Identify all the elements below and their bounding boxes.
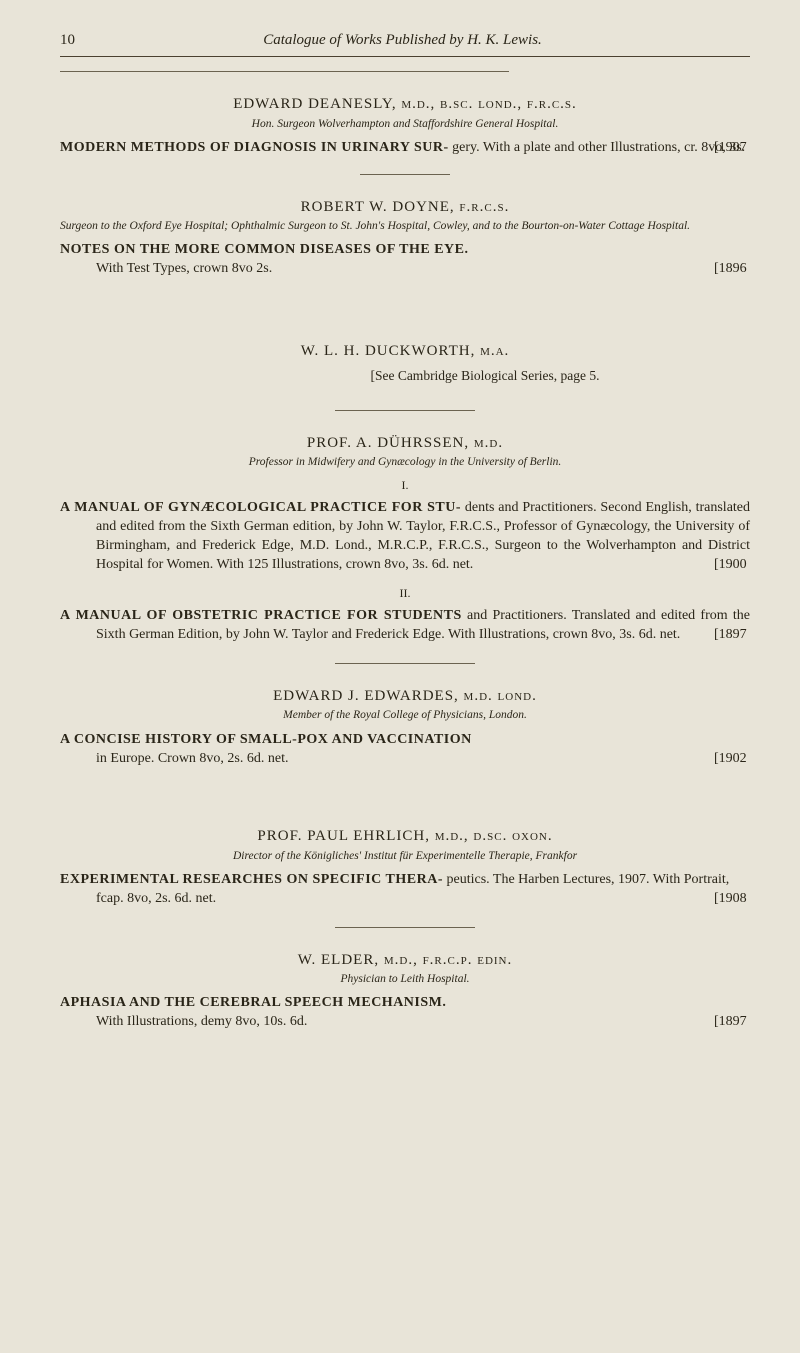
- catalogue-entry: APHASIA AND THE CEREBRAL SPEECH MECHANIS…: [60, 994, 750, 1032]
- author-name-deanesly: EDWARD DEANESLY, m.d., b.sc. lond., f.r.…: [60, 94, 750, 114]
- author-sub-doyne: Surgeon to the Oxford Eye Hospital; Opht…: [60, 219, 750, 233]
- see-note: [See Cambridge Biological Series, page 5…: [60, 367, 750, 385]
- section-rule: [335, 410, 475, 411]
- entry-title: MANUAL OF GYNÆCOLOGICAL PRACTICE FOR STU…: [74, 500, 461, 515]
- roman-numeral: II.: [60, 585, 750, 601]
- section-rule: [360, 174, 450, 175]
- author-sub-edwardes: Member of the Royal College of Physician…: [60, 708, 750, 722]
- entry-title: EXPERIMENTAL RESEARCHES ON SPECIFIC THER…: [60, 872, 443, 887]
- entry-body: With Test Types, crown 8vo 2s.: [96, 261, 272, 276]
- entry-body: gery. With a plate and other Illustratio…: [452, 140, 745, 155]
- catalogue-page: 10 Catalogue of Works Published by H. K.…: [0, 0, 800, 1082]
- running-header: 10 Catalogue of Works Published by H. K.…: [60, 30, 750, 50]
- section-rule: [335, 663, 475, 664]
- entry-title: APHASIA AND THE CEREBRAL SPEECH MECHANIS…: [60, 995, 446, 1010]
- page-number: 10: [60, 30, 75, 50]
- author-name-ehrlich: PROF. PAUL EHRLICH, m.d., d.sc. oxon.: [60, 826, 750, 846]
- author-sub-deanesly: Hon. Surgeon Wolverhampton and Staffords…: [60, 117, 750, 131]
- catalogue-entry: A CONCISE HISTORY OF SMALL-POX AND VACCI…: [60, 731, 750, 769]
- running-title: Catalogue of Works Published by H. K. Le…: [75, 30, 730, 50]
- author-sub-ehrlich: Director of the Königliches' Institut fü…: [60, 849, 750, 863]
- catalogue-entry: NOTES ON THE MORE COMMON DISEASES OF THE…: [60, 241, 750, 279]
- entry-title: MANUAL OF OBSTETRIC PRACTICE FOR STUDENT…: [76, 608, 462, 623]
- header-sub-rule: [60, 71, 509, 72]
- author-name-edwardes: EDWARD J. EDWARDES, m.d. lond.: [60, 686, 750, 706]
- entry-body: in Europe. Crown 8vo, 2s. 6d. net.: [96, 751, 288, 766]
- author-name-duckworth: W. L. H. DUCKWORTH, m.a.: [60, 341, 750, 361]
- roman-numeral: I.: [60, 477, 750, 493]
- author-name-elder: W. ELDER, m.d., f.r.c.p. edin.: [60, 950, 750, 970]
- entry-title: CONCISE HISTORY OF SMALL-POX AND VACCINA…: [74, 732, 472, 747]
- entry-prefix: A: [60, 500, 74, 515]
- author-name-doyne: ROBERT W. DOYNE, f.r.c.s.: [60, 197, 750, 217]
- catalogue-entry: A MANUAL OF GYNÆCOLOGICAL PRACTICE FOR S…: [60, 499, 750, 575]
- author-sub-elder: Physician to Leith Hospital.: [60, 972, 750, 986]
- entry-title: MODERN METHODS OF DIAGNOSIS IN URINARY S…: [60, 140, 449, 155]
- author-name-duhrssen: PROF. A. DÜHRSSEN, m.d.: [60, 433, 750, 453]
- author-sub-duhrssen: Professor in Midwifery and Gynæcology in…: [60, 455, 750, 469]
- entry-title: NOTES ON THE MORE COMMON DISEASES OF THE…: [60, 242, 468, 257]
- catalogue-entry: A MANUAL OF OBSTETRIC PRACTICE FOR STUDE…: [60, 607, 750, 645]
- entry-prefix: A: [60, 608, 76, 623]
- catalogue-entry: MODERN METHODS OF DIAGNOSIS IN URINARY S…: [60, 139, 750, 158]
- entry-body: With Illustrations, demy 8vo, 10s. 6d.: [96, 1014, 307, 1029]
- catalogue-entry: EXPERIMENTAL RESEARCHES ON SPECIFIC THER…: [60, 871, 750, 909]
- header-rule: [60, 56, 750, 57]
- section-rule: [335, 927, 475, 928]
- entry-prefix: A: [60, 732, 74, 747]
